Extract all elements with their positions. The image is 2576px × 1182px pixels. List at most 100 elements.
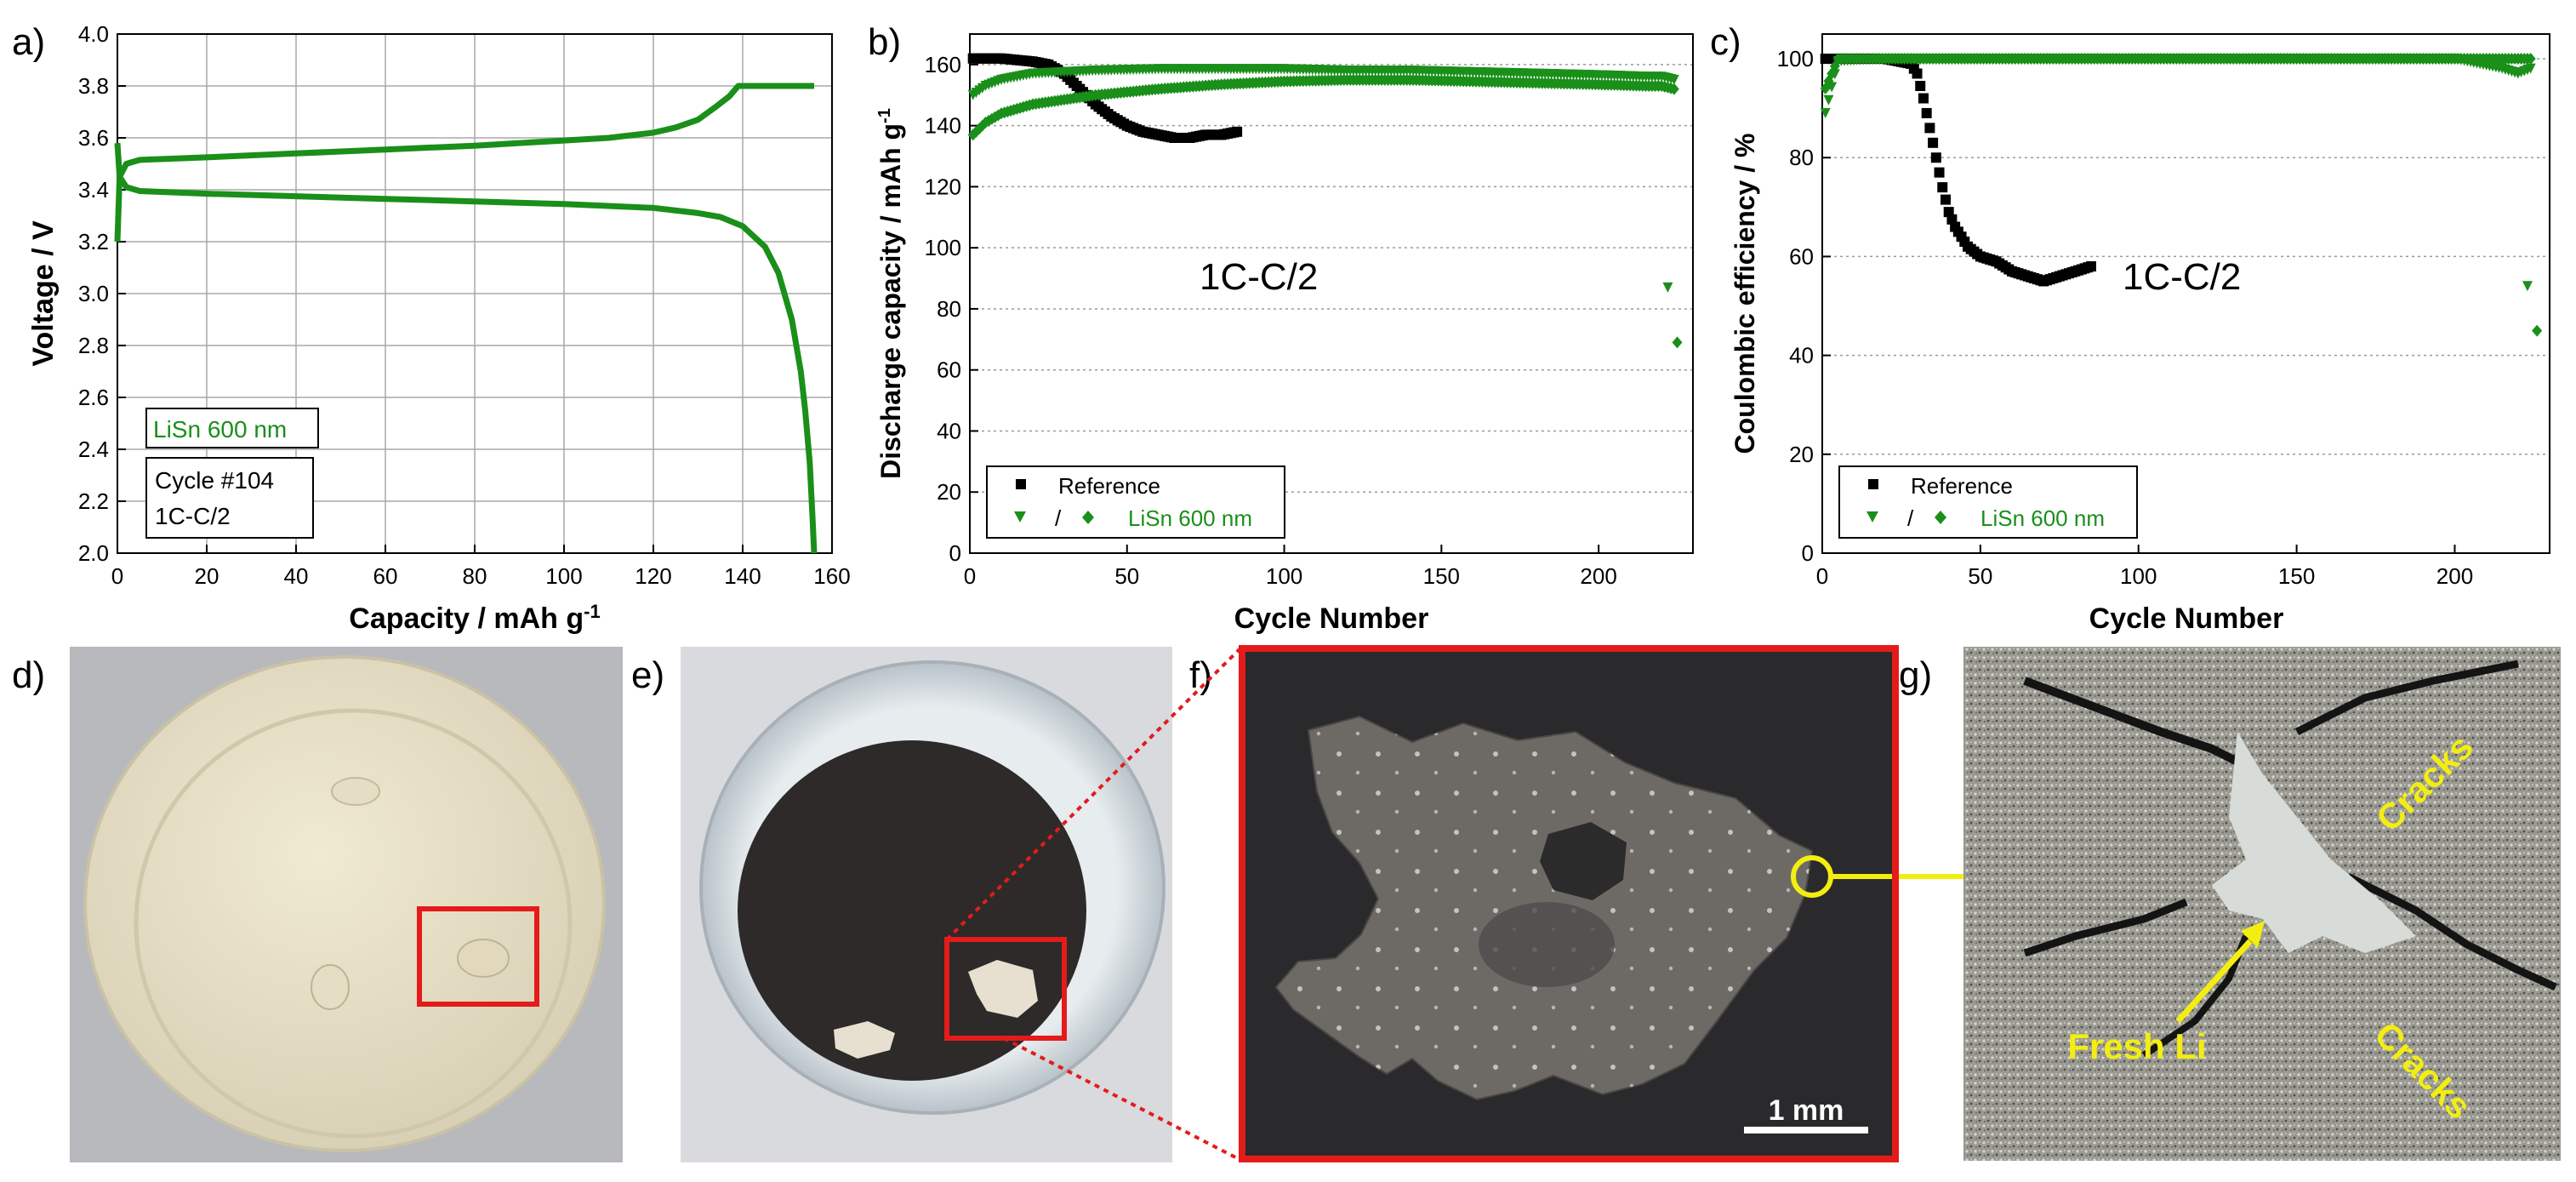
x-tick-label: 150	[1423, 563, 1460, 589]
chart-c-legend-slash: /	[1907, 505, 1914, 531]
photo-f-hole	[1540, 822, 1627, 900]
photo-g-crack-micrograph: Fresh Li Cracks Cracks	[1963, 647, 2561, 1161]
x-tick-label: 40	[284, 563, 309, 589]
photo-e-flake	[968, 960, 1038, 1018]
zoom-line-top	[945, 645, 1244, 941]
zoom-line-bottom	[1003, 1036, 1243, 1162]
data-point-lisn-600-nm	[2525, 63, 2536, 74]
chart-b-discharge-capacity: 0 20 40 60 80 100 120 140 160 0 50 100 150 200 Cycle …	[875, 33, 1694, 635]
photo-g-crack	[2023, 898, 2188, 957]
photo-d-bump	[331, 777, 380, 806]
chart-c-series	[1820, 53, 2543, 337]
x-tick-label: 200	[1580, 563, 1616, 589]
photo-f-scale-label: 1 mm	[1769, 1094, 1844, 1127]
chart-c-legend-reference-label: Reference	[1911, 473, 2013, 499]
chart-b-legend-lisn-label: LiSn 600 nm	[1128, 505, 1252, 531]
panel-label-f: f)	[1189, 654, 1212, 696]
y-tick-label: 2.2	[78, 488, 109, 514]
photo-f-red-border	[1239, 645, 1899, 1162]
photo-d-highlight-box	[417, 906, 539, 1007]
data-point-lisn-600-nm-diamond	[2525, 53, 2536, 66]
photo-d-electrode-disc	[70, 647, 623, 1162]
y-tick-label: 80	[937, 296, 961, 322]
y-tick-label: 20	[1789, 442, 1814, 467]
chart-c-ylabel: Coulombic efficiency / %	[1730, 134, 1760, 454]
chart-c-ticks: 0 20 40 60 80 100 0 50 100 150 200	[1777, 46, 2474, 589]
data-point-lisn-600-nm	[1823, 94, 1834, 106]
chart-a-rate-label: 1C-C/2	[155, 503, 231, 529]
chart-a-ticks: 2.0 2.2 2.4 2.6 2.8 3.0 3.2 3.4 3.6 3.8 4.0 0 20 40 60…	[78, 21, 851, 589]
x-tick-label: 160	[813, 563, 850, 589]
y-tick-label: 2.4	[78, 437, 109, 462]
photo-g-arrow-shaft	[2175, 939, 2253, 1024]
y-tick-label: 3.4	[78, 177, 109, 203]
data-point-lisn-600-nm-cell-1	[1668, 74, 1679, 85]
chart-b-legend-diamond-marker	[1082, 511, 1094, 524]
y-tick-label: 40	[1789, 343, 1814, 368]
chart-c-legend-reference-marker	[1868, 479, 1878, 489]
photo-g-arrow-head	[2241, 921, 2265, 948]
series-line-discharge	[114, 142, 818, 554]
y-tick-label: 3.0	[78, 281, 109, 306]
x-tick-label: 100	[2120, 563, 2157, 589]
photo-g-fresh-li-label: Fresh Li	[2067, 1026, 2206, 1066]
data-point-reference	[1918, 93, 1929, 104]
panel-label-e: e)	[631, 654, 664, 696]
chart-a-xlabel: Capacity / mAh g-1	[349, 601, 600, 635]
x-tick-label: 80	[463, 563, 487, 589]
data-point-reference	[1915, 81, 1926, 91]
chart-c-annotation: 1C-C/2	[2123, 256, 2241, 298]
panel-label-d: d)	[12, 654, 45, 696]
panel-label-a: a)	[12, 21, 45, 63]
chart-a-series	[114, 83, 818, 554]
x-tick-label: 0	[1816, 563, 1828, 589]
chart-c-frame	[1821, 33, 2550, 554]
y-tick-label: 100	[925, 235, 961, 260]
data-point-reference	[1232, 126, 1243, 137]
y-tick-label: 2.0	[78, 540, 109, 566]
y-tick-label: 2.6	[78, 385, 109, 410]
y-tick-label: 3.6	[78, 125, 109, 151]
photo-g-fresh-li-region	[2212, 732, 2416, 953]
y-tick-label: 60	[937, 357, 961, 383]
photo-e-lithium	[738, 740, 1086, 1081]
chart-b-legend-box	[986, 465, 1285, 539]
chart-b-legend-reference-label: Reference	[1058, 473, 1160, 499]
photo-g-crack	[2023, 677, 2248, 770]
photo-f-flake-micrograph: 1 mm	[1239, 645, 2023, 1162]
data-point-reference	[1940, 194, 1951, 205]
chart-b-legend-reference-marker	[1016, 479, 1026, 489]
data-point-lisn-600-nm-low-outliers-2	[1672, 336, 1683, 349]
data-point-reference	[1921, 107, 1932, 118]
chart-a-ylabel: Voltage / V	[27, 220, 60, 367]
chart-c-coulombic-efficiency: 0 20 40 60 80 100 0 50 100 150 200 Cycle Number Co…	[1730, 33, 2550, 635]
chart-b-ylabel: Discharge capacity / mAh g-1	[875, 108, 906, 479]
data-point-reference	[1928, 137, 1939, 148]
photo-e-flake	[834, 1021, 895, 1059]
chart-a-voltage-capacity: 2.0 2.2 2.4 2.6 2.8 3.0 3.2 3.4 3.6 3.8 4.0 0 20 40 60…	[27, 21, 851, 635]
chart-b-legend-slash: /	[1055, 505, 1062, 531]
y-tick-label: 4.0	[78, 21, 109, 47]
y-tick-label: 20	[937, 479, 961, 505]
chart-c-legend-box	[1838, 465, 2138, 539]
x-tick-label: 0	[964, 563, 976, 589]
series-line-charge	[114, 83, 814, 243]
chart-c-xlabel: Cycle Number	[2089, 602, 2284, 635]
chart-b-annotation: 1C-C/2	[1200, 256, 1318, 298]
chart-b-xlabel: Cycle Number	[1234, 602, 1429, 635]
data-point-lisn-600-nm-low-outliers	[1662, 282, 1673, 293]
data-point-lisn-outliers-tri	[2522, 281, 2533, 292]
data-point-reference	[1924, 123, 1935, 134]
chart-c-legend-triangle-marker	[1866, 511, 1878, 522]
y-tick-label: 40	[937, 418, 961, 443]
y-tick-label: 3.2	[78, 229, 109, 254]
chart-b-ticks: 0 20 40 60 80 100 120 140 160 0 50 100 150 200	[925, 52, 1617, 589]
data-point-lisn-outliers-dia	[2532, 324, 2543, 337]
y-tick-label: 3.8	[78, 73, 109, 99]
photo-g-crack	[2294, 660, 2519, 736]
panel-label-b: b)	[868, 21, 901, 63]
y-tick-label: 140	[925, 113, 961, 139]
x-tick-label: 20	[195, 563, 219, 589]
panel-label-c: c)	[1710, 21, 1741, 63]
